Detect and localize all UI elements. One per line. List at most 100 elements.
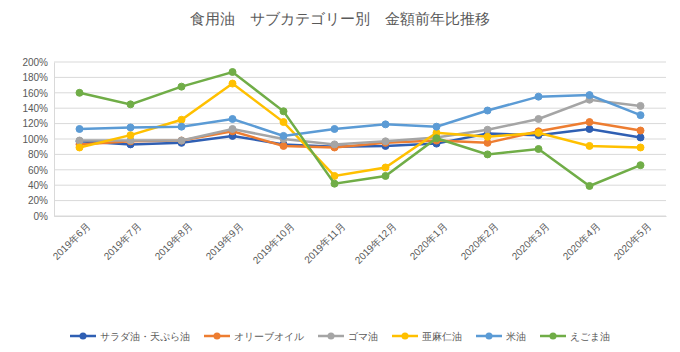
x-axis: 2019年6月2019年7月2019年8月2019年9月2019年10月2019…: [51, 216, 667, 266]
x-tick-label: 2020年3月: [510, 220, 552, 262]
x-tick-label: 2020年4月: [561, 220, 603, 262]
legend-marker: [80, 333, 87, 340]
y-axis-line: [54, 63, 55, 217]
y-tick: 20%: [28, 195, 54, 206]
series-line: [80, 72, 641, 186]
y-tick-label: 80%: [28, 149, 48, 160]
y-axis: 0% 20% 40% 60% 80% 100% 120% 140% 160% 180% 200%: [22, 57, 54, 222]
legend-item: えごま油: [540, 331, 610, 342]
series-point: [535, 129, 542, 136]
x-tick-label: 2019年8月: [153, 220, 195, 262]
y-tick-label: 40%: [28, 180, 48, 191]
series-point: [178, 116, 185, 123]
series-point: [229, 69, 236, 76]
y-tick-label: 180%: [22, 72, 48, 83]
series-point: [484, 107, 491, 114]
series-point: [484, 151, 491, 158]
x-tick: 2019年7月: [102, 216, 144, 262]
series-point: [280, 119, 287, 126]
series-point: [382, 121, 389, 128]
series-point: [535, 115, 542, 122]
y-tick-label: 0%: [34, 211, 49, 222]
x-tick: 2020年1月: [408, 216, 450, 262]
series-line: [80, 95, 641, 136]
series-point: [637, 112, 644, 119]
legend-item: ゴマ油: [318, 331, 378, 342]
legend-marker: [328, 333, 335, 340]
x-tick-label: 2019年10月: [251, 220, 297, 266]
y-tick: 200%: [22, 57, 54, 68]
x-tick-label: 2019年7月: [102, 220, 144, 262]
legend-marker: [550, 333, 557, 340]
series-point: [127, 101, 134, 108]
series-point: [637, 134, 644, 141]
series-point: [229, 80, 236, 87]
x-axis-line: [55, 216, 667, 217]
legend-item: 亜麻仁油: [392, 331, 462, 342]
series-point: [637, 162, 644, 169]
series-point: [229, 115, 236, 122]
series-point: [178, 137, 185, 144]
series-point: [127, 132, 134, 139]
chart-svg: 食用油 サブカテゴリー別 金額前年比推移 0% 20% 40% 60% 80% 100% 12…: [0, 0, 680, 352]
series-point: [637, 144, 644, 151]
series-point: [229, 125, 236, 132]
y-tick: 160%: [22, 88, 54, 99]
grid: [54, 62, 666, 216]
x-tick: 2020年3月: [510, 216, 552, 262]
x-tick-label: 2020年2月: [459, 220, 501, 262]
y-tick: 120%: [22, 118, 54, 129]
y-tick: 140%: [22, 103, 54, 114]
grid-line: [54, 77, 666, 78]
x-tick-label: 2019年9月: [204, 220, 246, 262]
series-point: [331, 125, 338, 132]
y-tick-label: 160%: [22, 88, 48, 99]
x-tick: 2019年11月: [302, 216, 347, 265]
legend-item: 米油: [476, 331, 526, 342]
x-tick-label: 2020年5月: [612, 220, 654, 262]
series-point: [433, 123, 440, 130]
legend-label: えごま油: [570, 331, 610, 342]
grid-line: [54, 185, 666, 186]
series-point: [178, 123, 185, 130]
y-tick: 40%: [28, 180, 54, 191]
series-point: [331, 141, 338, 148]
y-tick: 60%: [28, 165, 54, 176]
chart-title: 食用油 サブカテゴリー別 金額前年比推移: [190, 10, 490, 28]
x-tick-label: 2019年11月: [302, 220, 347, 265]
legend-marker: [214, 333, 221, 340]
grid-line: [54, 200, 666, 201]
x-tick-label: 2019年6月: [51, 220, 93, 262]
series-point: [280, 142, 287, 149]
series-point: [280, 108, 287, 115]
grid-line: [54, 169, 666, 170]
series-point: [76, 137, 83, 144]
y-tick-label: 100%: [22, 134, 48, 145]
y-tick: 180%: [22, 72, 54, 83]
legend-item: オリーブオイル: [204, 331, 304, 342]
series-point: [637, 102, 644, 109]
legend-label: サラダ油・天ぷら油: [100, 331, 190, 342]
series-point: [76, 144, 83, 151]
grid-line: [54, 216, 666, 217]
legend-marker: [486, 333, 493, 340]
series-point: [127, 124, 134, 131]
series-group: [76, 69, 644, 190]
y-tick: 100%: [22, 134, 54, 145]
plot-area: 0% 20% 40% 60% 80% 100% 120% 140% 160% 180% 200% 20…: [22, 57, 666, 266]
series-point: [637, 127, 644, 134]
y-tick-label: 60%: [28, 165, 48, 176]
x-tick: 2020年4月: [561, 216, 603, 262]
series-point: [382, 172, 389, 179]
series-point: [76, 125, 83, 132]
series-point: [76, 89, 83, 96]
grid-line: [54, 108, 666, 109]
x-tick: 2019年9月: [204, 216, 246, 262]
y-tick-label: 140%: [22, 103, 48, 114]
series-point: [382, 138, 389, 145]
series-point: [535, 93, 542, 100]
series-point: [382, 164, 389, 171]
legend-label: オリーブオイル: [234, 331, 304, 342]
series-point: [178, 137, 185, 144]
y-tick-label: 20%: [28, 195, 48, 206]
